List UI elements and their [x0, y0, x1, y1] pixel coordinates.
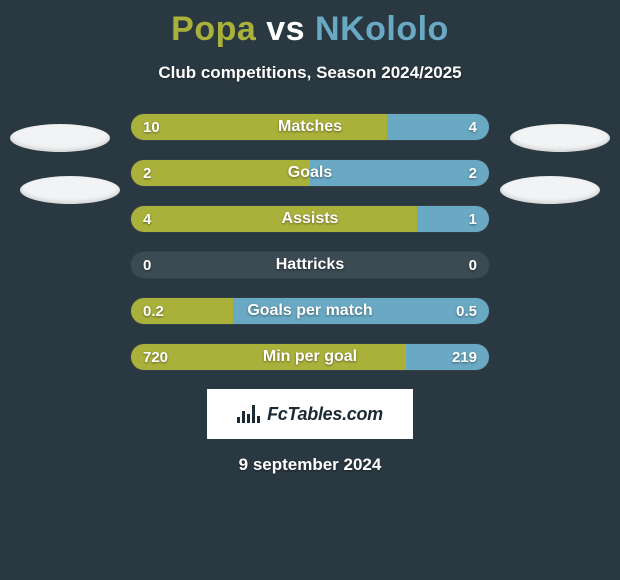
player-avatar-right-2: [500, 176, 600, 204]
stat-label: Goals per match: [131, 298, 489, 324]
stat-label: Goals: [131, 160, 489, 186]
brand-bars-icon: [237, 405, 260, 423]
subtitle: Club competitions, Season 2024/2025: [0, 63, 620, 83]
date-text: 9 september 2024: [0, 455, 620, 475]
brand-text: FcTables.com: [267, 404, 383, 425]
stat-label: Assists: [131, 206, 489, 232]
stat-row: 0.20.5Goals per match: [130, 297, 490, 325]
title-left: Popa: [171, 10, 256, 48]
stat-label: Matches: [131, 114, 489, 140]
stat-row: 22Goals: [130, 159, 490, 187]
stat-rows: 104Matches 22Goals 41Assists 00Hattricks 0.2…: [0, 113, 620, 371]
player-avatar-right-1: [510, 124, 610, 152]
stat-row: 00Hattricks: [130, 251, 490, 279]
player-avatar-left-2: [20, 176, 120, 204]
title-right: NKololo: [315, 10, 449, 48]
brand-badge: FcTables.com: [207, 389, 413, 439]
stat-row: 104Matches: [130, 113, 490, 141]
stat-label: Hattricks: [131, 252, 489, 278]
stat-label: Min per goal: [131, 344, 489, 370]
page-title: Popa vs NKololo: [0, 0, 620, 49]
player-avatar-left-1: [10, 124, 110, 152]
stat-row: 41Assists: [130, 205, 490, 233]
stat-row: 720219Min per goal: [130, 343, 490, 371]
title-vs: vs: [266, 10, 305, 48]
